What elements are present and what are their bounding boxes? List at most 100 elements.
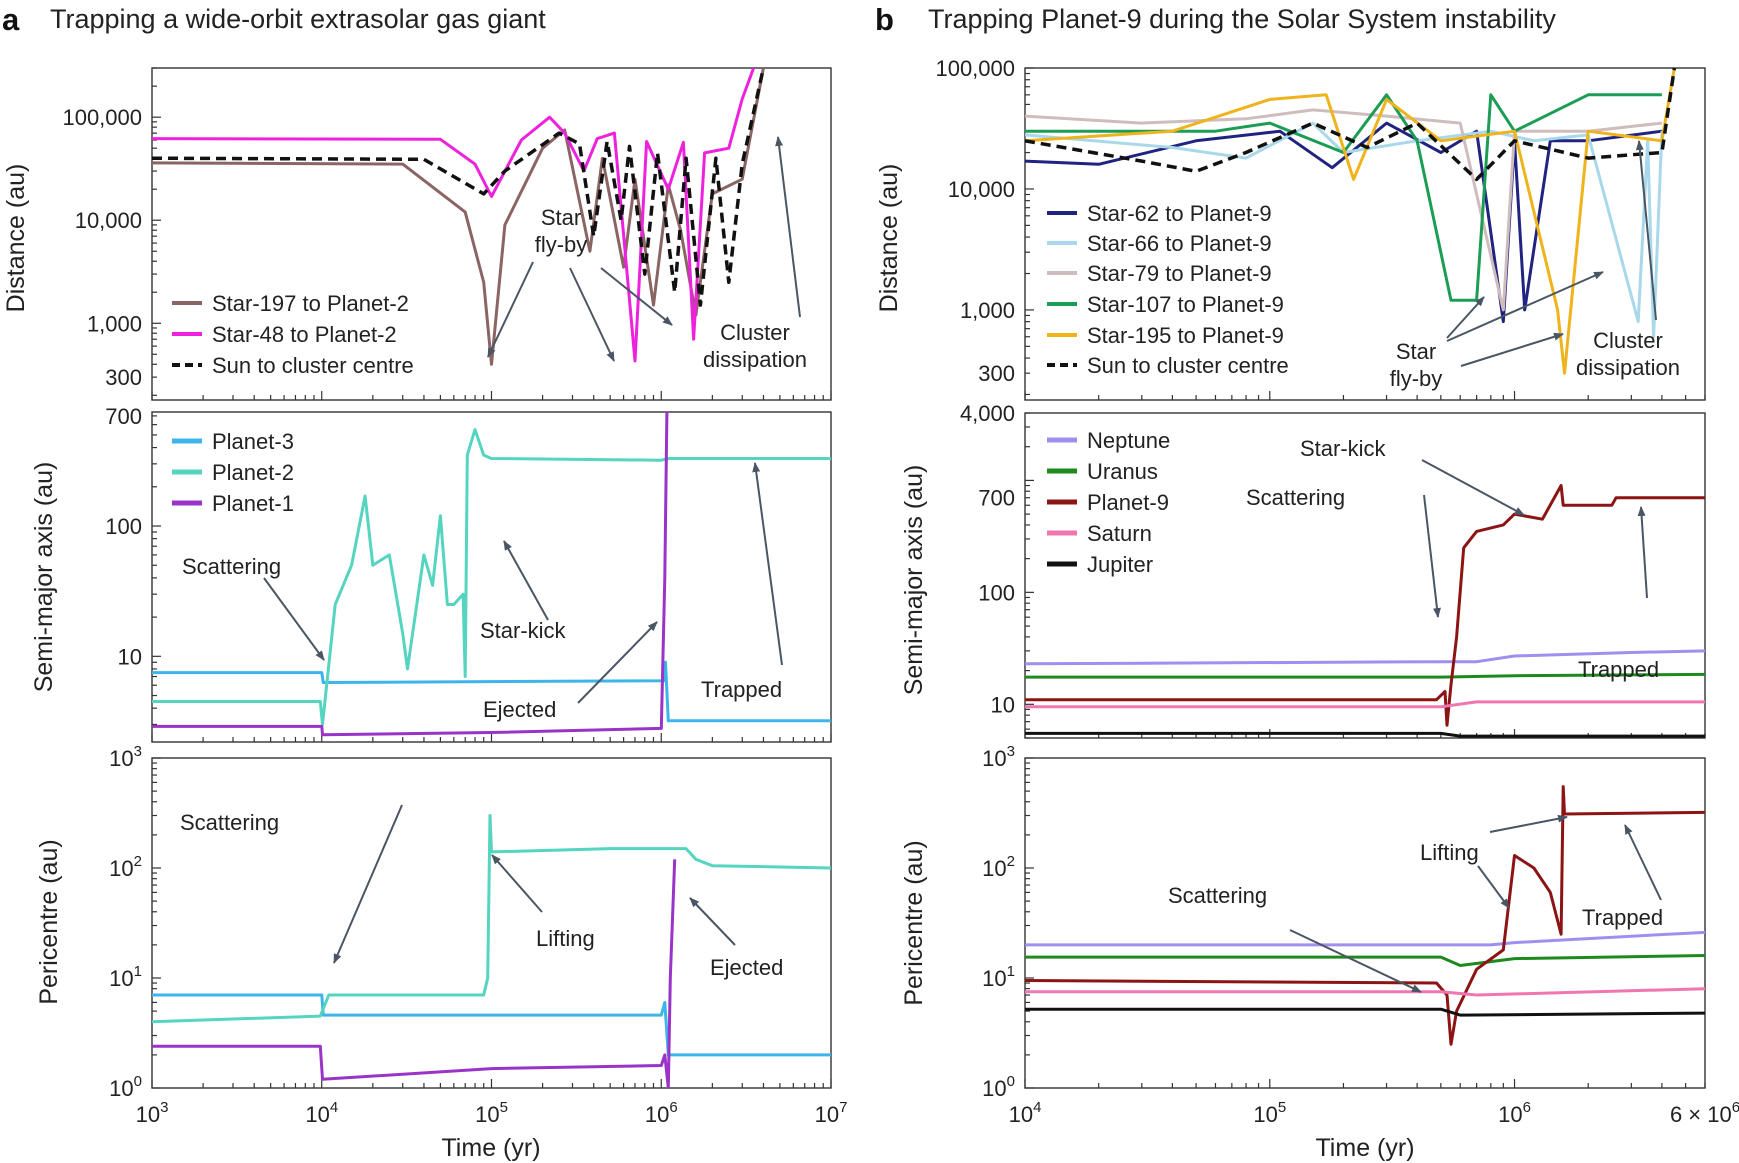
y-tick-label: 10,000 <box>75 208 142 233</box>
b-mid-series-group <box>1025 484 1705 738</box>
a-bot-line-planet-2 <box>152 814 831 1024</box>
legend-star48: Star-48 to Planet-2 <box>212 322 397 347</box>
x-tick-label: 103 <box>136 1099 169 1127</box>
legend-uranus: Uranus <box>1087 459 1158 484</box>
b-cluster-line2: dissipation <box>1576 355 1680 380</box>
y-tick-label: 10 <box>991 692 1015 717</box>
legend-saturn: Saturn <box>1087 521 1152 546</box>
annotation-arrow <box>1421 459 1525 516</box>
annotation-arrow <box>1446 296 1485 339</box>
y-tick-label: 700 <box>978 486 1015 511</box>
y-tick-label: 1,000 <box>960 298 1015 323</box>
b-top-series-group <box>1025 68 1677 375</box>
a-sma-starkick: Star-kick <box>480 618 567 643</box>
legend-star107: Star-107 to Planet-9 <box>1087 292 1284 317</box>
a-sma-ejected: Ejected <box>483 697 556 722</box>
annotation-arrow <box>263 577 325 661</box>
annotation-arrow <box>1446 271 1604 342</box>
y-tick-label: 102 <box>982 853 1015 881</box>
x-tick-label: 104 <box>1009 1099 1042 1127</box>
b-mid-line-planet-9 <box>1025 484 1705 727</box>
annotation-arrow <box>491 854 543 913</box>
a-dist-ylabel: Distance (au) <box>2 164 30 313</box>
axis-ticks: 103 104 105 106 107 104 105 106 6 × 106 300 1,000 1… <box>62 56 1739 1127</box>
b-sma-scattering: Scattering <box>1246 485 1345 510</box>
a-sma-scattering: Scattering <box>182 554 281 579</box>
b-sma-frame <box>1024 412 1706 739</box>
b-sma-trapped: Trapped <box>1578 657 1659 682</box>
b-bot-series-group <box>1025 785 1705 1046</box>
y-tick-label: 100,000 <box>935 56 1015 81</box>
b-bot-line-saturn <box>1025 987 1705 997</box>
y-tick-label: 10 <box>118 644 142 669</box>
data-series <box>152 68 1705 1088</box>
legend-sun-a: Sun to cluster centre <box>212 353 414 378</box>
b-bot-line-neptune <box>1025 930 1705 947</box>
a-cluster-line1: Cluster <box>720 320 790 345</box>
y-tick-label: 103 <box>982 743 1015 771</box>
b-top-line-star-79-to-planet-9 <box>1025 108 1663 312</box>
b-peri-ylabel: Pericentre (au) <box>900 840 928 1005</box>
y-tick-label: 4,000 <box>960 401 1015 426</box>
a-sma-ylabel: Semi-major axis (au) <box>30 462 58 693</box>
y-tick-label: 101 <box>982 963 1015 991</box>
a-peri-lifting: Lifting <box>536 926 595 951</box>
x-tick-label: 106 <box>645 1099 678 1127</box>
b-mid-line-uranus <box>1025 672 1705 679</box>
x-tick-label: 105 <box>1253 1099 1286 1127</box>
annotation-arrow <box>577 621 658 704</box>
b-mid-line-saturn <box>1025 700 1705 709</box>
b-top-line-sun-to-cluster-centre <box>1025 68 1677 182</box>
b-sma-starkick: Star-kick <box>1300 436 1387 461</box>
a-xlabel: Time (yr) <box>441 1134 540 1162</box>
x-tick-label: 107 <box>815 1099 848 1127</box>
b-mid-line-jupiter <box>1025 731 1705 738</box>
x-tick-label: 105 <box>475 1099 508 1127</box>
b-mid-line-neptune <box>1025 649 1705 666</box>
legend-planet1: Planet-1 <box>212 491 294 516</box>
annotation-arrow <box>1477 865 1510 909</box>
legend-planet3: Planet-3 <box>212 429 294 454</box>
a-peri-scattering: Scattering <box>180 810 279 835</box>
a-mid-series-group <box>152 412 831 737</box>
annotation-arrow <box>503 540 549 621</box>
annotation-arrow <box>1637 506 1648 599</box>
a-peri-ejected: Ejected <box>710 955 783 980</box>
a-sma-trapped: Trapped <box>701 677 782 702</box>
panel-a-title: Trapping a wide-orbit extrasolar gas gia… <box>50 4 546 34</box>
b-sma-ylabel: Semi-major axis (au) <box>900 465 928 696</box>
y-tick-label: 100 <box>105 514 142 539</box>
a-top-line-star-48-to-planet-2 <box>152 68 756 363</box>
a-mid-line-planet-3 <box>152 660 831 723</box>
b-xlabel: Time (yr) <box>1315 1134 1414 1162</box>
a-flyby-line2: fly-by <box>535 232 588 257</box>
a-mid-line-planet-2 <box>152 428 831 726</box>
annotation-arrow <box>1489 814 1568 833</box>
annotation-arrow <box>1423 494 1441 618</box>
b-bot-line-uranus <box>1025 954 1705 967</box>
a-top-line-sun-to-cluster-centre <box>152 68 766 307</box>
legend-star79: Star-79 to Planet-9 <box>1087 261 1272 286</box>
y-tick-label: 102 <box>109 853 142 881</box>
y-tick-label: 300 <box>978 361 1015 386</box>
legend-star62: Star-62 to Planet-9 <box>1087 201 1272 226</box>
b-top-line-star-195-to-planet-9 <box>1025 68 1676 375</box>
y-tick-label: 101 <box>109 963 142 991</box>
b-top-line-star-66-to-planet-9 <box>1025 121 1664 339</box>
annotation-arrow <box>333 804 403 964</box>
b-peri-scattering: Scattering <box>1168 883 1267 908</box>
legend-star195: Star-195 to Planet-9 <box>1087 323 1284 348</box>
y-tick-label: 100,000 <box>62 105 142 130</box>
annotation-arrow <box>1635 140 1657 321</box>
y-tick-label: 700 <box>105 404 142 429</box>
b-flyby-line1: Star <box>1396 339 1436 364</box>
legend-jupiter: Jupiter <box>1087 552 1153 577</box>
annotation-arrow <box>752 462 783 666</box>
b-peri-trapped: Trapped <box>1582 905 1663 930</box>
a-bot-line-planet-1 <box>152 859 677 1088</box>
annotation-arrow <box>569 267 615 362</box>
annotation-arrow <box>600 267 673 326</box>
b-bot-line-jupiter <box>1025 1007 1705 1017</box>
a-peri-ylabel: Pericentre (au) <box>35 839 63 1004</box>
